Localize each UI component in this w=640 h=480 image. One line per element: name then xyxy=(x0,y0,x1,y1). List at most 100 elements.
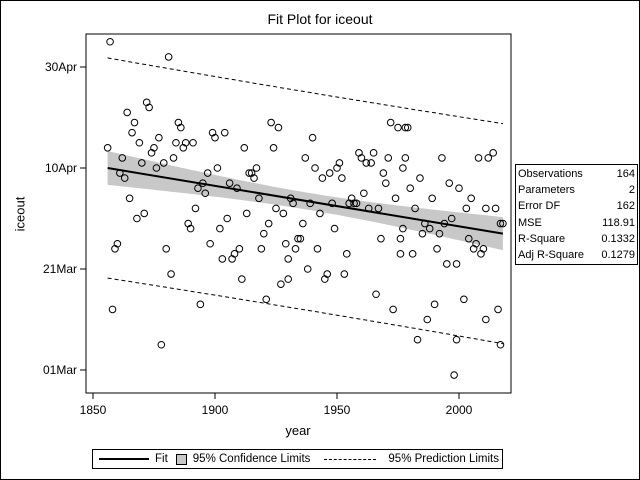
data-point xyxy=(233,184,241,192)
data-point xyxy=(155,133,163,142)
data-point xyxy=(338,174,346,182)
data-point xyxy=(460,295,468,304)
data-point xyxy=(401,154,410,162)
lower-prediction-limit xyxy=(107,277,503,345)
data-point xyxy=(191,204,200,213)
data-point xyxy=(279,209,288,218)
y-tick-label: 10Apr xyxy=(45,161,77,175)
stat-row: Observations 164 xyxy=(518,166,635,182)
stat-row: Parameters 2 xyxy=(518,182,635,198)
data-point xyxy=(281,239,290,248)
data-point xyxy=(125,194,134,203)
data-point xyxy=(284,275,293,283)
data-point xyxy=(477,250,485,258)
stat-row: MSE 118.91 xyxy=(518,215,635,231)
data-point xyxy=(235,245,244,253)
data-point xyxy=(206,239,214,248)
data-point xyxy=(362,159,371,167)
data-point xyxy=(213,164,222,172)
data-point xyxy=(443,260,451,268)
data-point xyxy=(382,179,390,187)
data-point xyxy=(274,123,283,132)
data-point xyxy=(106,37,114,46)
data-point xyxy=(452,335,461,344)
data-point xyxy=(350,199,358,208)
data-point xyxy=(452,260,461,268)
data-point xyxy=(450,371,458,379)
data-point xyxy=(267,118,275,127)
data-point xyxy=(138,159,146,167)
data-point xyxy=(396,234,405,243)
data-point xyxy=(199,179,207,187)
data-point xyxy=(291,245,300,253)
data-point xyxy=(447,214,456,223)
data-point xyxy=(455,184,463,192)
data-point xyxy=(423,315,432,324)
data-point xyxy=(328,199,336,208)
x-axis-label: year xyxy=(285,423,311,438)
data-point xyxy=(118,154,127,162)
data-point xyxy=(372,290,380,299)
data-point xyxy=(394,123,402,132)
data-point xyxy=(325,169,334,177)
data-point xyxy=(430,300,439,309)
data-point xyxy=(311,164,319,172)
data-point xyxy=(140,209,149,218)
data-point xyxy=(294,234,302,243)
scatter-points-layer xyxy=(103,37,507,379)
data-point xyxy=(484,154,493,162)
stat-label: MSE xyxy=(518,216,542,229)
plot-frame xyxy=(85,33,512,394)
x-tick-label: 1900 xyxy=(202,403,229,417)
data-point xyxy=(496,219,505,228)
stat-label: Observations xyxy=(518,168,583,180)
data-point xyxy=(135,138,144,147)
data-point xyxy=(352,199,361,208)
data-point xyxy=(396,250,405,258)
data-point xyxy=(308,133,317,142)
data-point xyxy=(157,340,166,349)
data-point xyxy=(384,154,393,162)
data-point xyxy=(223,214,231,223)
data-point xyxy=(345,199,354,208)
data-point xyxy=(389,305,397,314)
stat-label: Adj R-Square xyxy=(518,248,585,261)
data-point xyxy=(250,174,258,182)
data-point xyxy=(238,275,246,283)
data-point xyxy=(260,229,268,238)
data-point xyxy=(145,103,153,112)
data-point xyxy=(330,224,339,233)
data-point xyxy=(220,128,229,137)
data-point xyxy=(196,300,205,309)
stat-row: Error DF 162 xyxy=(518,198,635,214)
data-point xyxy=(269,144,278,152)
fit-line-layer xyxy=(107,167,504,235)
legend-item-prediction: 95% Prediction Limits xyxy=(316,453,499,465)
data-point xyxy=(379,169,388,177)
data-point xyxy=(120,174,129,182)
data-point xyxy=(201,189,210,198)
stat-row: Adj R-Square 0.1279 xyxy=(518,247,635,263)
data-point xyxy=(377,234,385,243)
data-point xyxy=(162,245,170,253)
legend-item-confidence: 95% Confidence Limits xyxy=(175,453,310,465)
data-point xyxy=(211,133,219,142)
data-point xyxy=(225,179,234,187)
data-point xyxy=(167,270,175,278)
stat-value: 118.91 xyxy=(602,216,635,229)
data-point xyxy=(289,199,297,208)
data-point xyxy=(113,239,122,248)
legend-item-fit: Fit xyxy=(99,453,168,465)
stat-label: Parameters xyxy=(518,184,575,197)
fit-statistics-table: Observations 164 Parameters 2 Error DF 162 … xyxy=(515,164,638,266)
data-point xyxy=(391,194,400,203)
data-point xyxy=(399,164,407,172)
axes-layer: 1850 1900 1950 2000 01Mar 21Mar 10Apr 30Apr xyxy=(43,60,473,417)
data-point xyxy=(438,154,446,162)
x-tick-label: 2000 xyxy=(446,403,473,417)
data-point xyxy=(321,275,329,283)
data-point xyxy=(421,219,429,228)
dashed-line-swatch xyxy=(324,458,377,460)
data-point xyxy=(130,118,139,127)
data-point xyxy=(401,123,410,132)
